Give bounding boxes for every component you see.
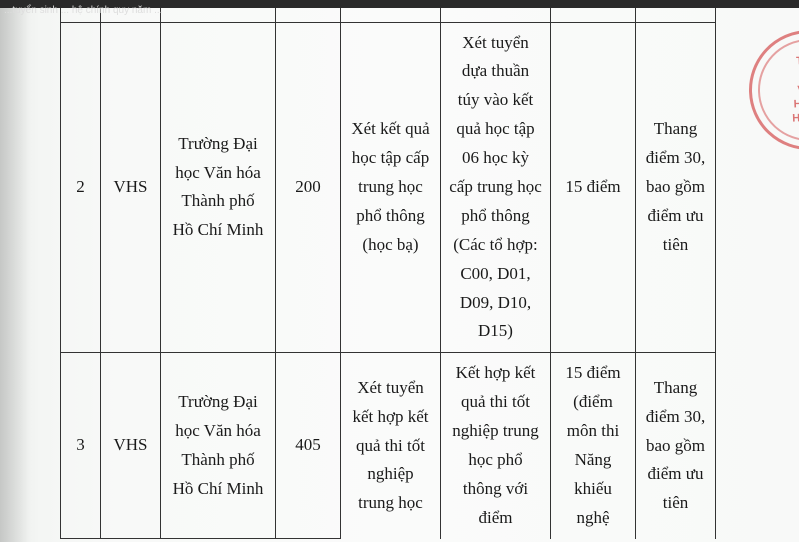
cell-thang: Thang điểm 30, bao gồm điểm ưu tiên [636, 353, 716, 539]
scan-shadow [0, 8, 30, 542]
cell-truong: Trường Đại học Văn hóa Thành phố Hồ Chí … [161, 353, 276, 539]
admission-table: 2 VHS Trường Đại học Văn hóa Thành phố H… [60, 8, 716, 539]
stamp-text: HÀNH [793, 97, 799, 112]
red-seal-stamp: TRƯ ĐẠI VĂN HÀNH HỒ CH [749, 30, 799, 160]
cell-chitieu: 200 [276, 22, 341, 353]
cell-mota: Kết hợp kết quả thi tốt nghiệp trung học… [441, 353, 551, 539]
cell-stt: 2 [61, 22, 101, 353]
cell-diem: 15 điểm (điểm môn thi Năng khiếu nghệ [551, 353, 636, 539]
cell-stt: 3 [61, 353, 101, 539]
cell-mota: Xét tuyển dựa thuần túy vào kết quả học … [441, 22, 551, 353]
cell-diem: 15 điểm [551, 22, 636, 353]
stamp-circle: TRƯ ĐẠI VĂN HÀNH HỒ CH [749, 30, 799, 152]
table-row: 2 VHS Trường Đại học Văn hóa Thành phố H… [61, 22, 716, 353]
browser-tab-bar: ...tuyển sinh ... hệ chính quy năm ... [0, 0, 799, 8]
table-row: 3 VHS Trường Đại học Văn hóa Thành phố H… [61, 353, 716, 539]
cell-phuongthuc: Xét tuyển kết hợp kết quả thi tốt nghiệp… [341, 353, 441, 539]
cell-phuongthuc: Xét kết quả học tập cấp trung học phổ th… [341, 22, 441, 353]
cell-truong: Trường Đại học Văn hóa Thành phố Hồ Chí … [161, 22, 276, 353]
cell-ma: VHS [101, 353, 161, 539]
stamp-text: HỒ CH [792, 111, 799, 127]
cell-ma: VHS [101, 22, 161, 353]
cell-thang: Thang điểm 30, bao gồm điểm ưu tiên [636, 22, 716, 353]
browser-tab-title: ...tuyển sinh ... hệ chính quy năm ... [0, 5, 166, 16]
cell-chitieu: 405 [276, 353, 341, 539]
